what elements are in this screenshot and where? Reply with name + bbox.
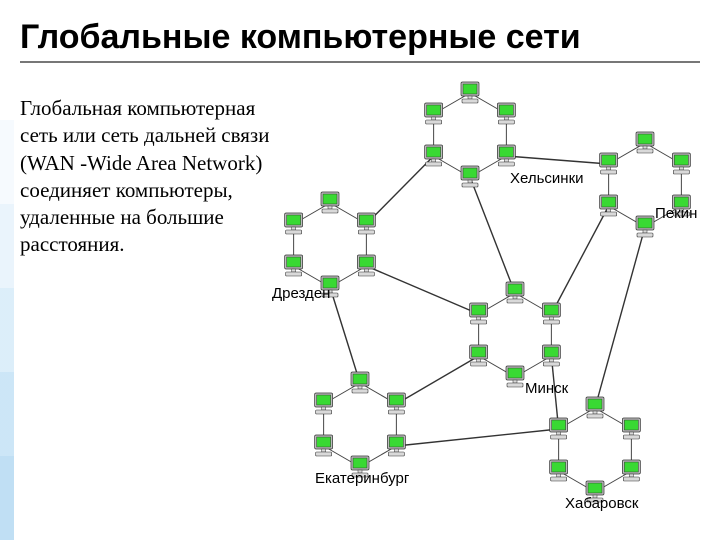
computer-icon xyxy=(497,103,515,124)
computer-icon xyxy=(600,195,618,216)
label-khabarovsk: Хабаровск xyxy=(565,495,638,512)
computer-icon xyxy=(600,153,618,174)
edge-helsinki-dresden xyxy=(366,156,433,224)
label-minsk: Минск xyxy=(525,380,568,397)
computer-icon xyxy=(321,192,339,213)
computer-icon xyxy=(622,460,640,481)
decor-stripe xyxy=(0,120,14,540)
computer-icon xyxy=(506,282,524,303)
computer-icon xyxy=(357,255,375,276)
computer-icon xyxy=(357,213,375,234)
computer-icon xyxy=(497,145,515,166)
edge-helsinki-minsk xyxy=(470,177,515,293)
network-diagram: Хельсинки Дрезден Пекин Минск Екатеринбург Ха… xyxy=(260,80,700,510)
nodes-layer xyxy=(285,82,691,502)
edge-helsinki-beijing xyxy=(506,156,608,164)
computer-icon xyxy=(470,303,488,324)
label-dresden: Дрезден xyxy=(272,285,330,302)
computer-icon xyxy=(387,435,405,456)
computer-icon xyxy=(586,397,604,418)
edge-minsk-ekaterinburg xyxy=(396,356,478,404)
computer-icon xyxy=(636,216,654,237)
edge-beijing-minsk xyxy=(551,206,608,314)
label-helsinki: Хельсинки xyxy=(510,170,584,187)
page-title: Глобальные компьютерные сети xyxy=(20,18,700,63)
computer-icon xyxy=(425,145,443,166)
computer-icon xyxy=(285,255,303,276)
computer-icon xyxy=(387,393,405,414)
computer-icon xyxy=(461,82,479,103)
computer-icon xyxy=(351,372,369,393)
computer-icon xyxy=(636,132,654,153)
computer-icon xyxy=(470,345,488,366)
computer-icon xyxy=(285,213,303,234)
edge-dresden-minsk xyxy=(366,266,478,314)
computer-icon xyxy=(425,103,443,124)
computer-icon xyxy=(672,153,690,174)
label-ekaterinburg: Екатеринбург xyxy=(315,470,409,487)
computer-icon xyxy=(542,303,560,324)
computer-icon xyxy=(542,345,560,366)
computer-icon xyxy=(315,393,333,414)
label-beijing: Пекин xyxy=(655,205,697,222)
computer-icon xyxy=(506,366,524,387)
computer-icon xyxy=(550,460,568,481)
body-paragraph: Глобальная компьютерная сеть или сеть да… xyxy=(20,95,295,259)
computer-icon xyxy=(550,418,568,439)
computer-icon xyxy=(461,166,479,187)
edge-beijing-khabarovsk xyxy=(595,227,645,408)
edge-ekaterinburg-khabarovsk xyxy=(396,429,558,446)
computer-icon xyxy=(315,435,333,456)
computer-icon xyxy=(622,418,640,439)
edge-dresden-ekaterinburg xyxy=(330,287,360,383)
